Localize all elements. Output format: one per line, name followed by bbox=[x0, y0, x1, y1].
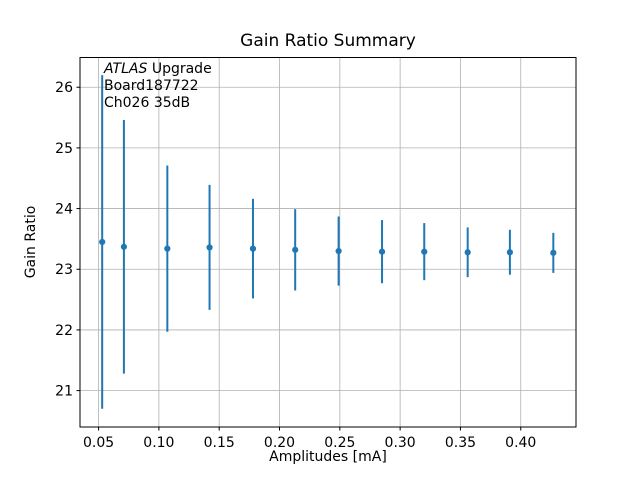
x-axis-label: Amplitudes [mA] bbox=[269, 449, 387, 465]
data-point-marker bbox=[421, 248, 428, 255]
axis-tick-labels: 0.05 0.10 0.15 0.20 0.25 0.30 0.35 0.40 21 22 23 24… bbox=[55, 80, 536, 451]
data-point-marker bbox=[249, 245, 257, 252]
data-point-marker bbox=[164, 245, 171, 252]
data-point-marker bbox=[464, 249, 471, 256]
annotation-experiment: ATLAS bbox=[104, 61, 148, 77]
chart-title: Gain Ratio Summary bbox=[240, 31, 416, 51]
annotation-line-2: Board187722 bbox=[104, 78, 199, 94]
x-tick-label: 0.05 bbox=[83, 435, 114, 451]
grid-lines bbox=[80, 57, 576, 427]
annotation-line-1: ATLAS Upgrade bbox=[104, 61, 212, 78]
annotation-upgrade: Upgrade bbox=[147, 61, 212, 77]
x-tick-label: 0.25 bbox=[324, 435, 355, 451]
errorbar-series bbox=[99, 75, 557, 409]
data-point-marker bbox=[99, 238, 106, 246]
data-point-marker bbox=[550, 249, 557, 256]
y-tick-label: 25 bbox=[55, 141, 73, 157]
annotation-line-3: Ch026 35dB bbox=[104, 95, 191, 111]
x-tick-label: 0.40 bbox=[505, 435, 536, 451]
axes-frame bbox=[79, 57, 577, 428]
plot-annotation: ATLAS Upgrade Board187722 Ch026 35dB bbox=[104, 61, 212, 112]
data-point-marker bbox=[335, 247, 342, 255]
data-point-marker bbox=[120, 243, 128, 250]
data-point-marker bbox=[292, 246, 299, 253]
y-axis-label: Gain Ratio bbox=[23, 205, 39, 279]
x-tick-label: 0.20 bbox=[264, 435, 295, 451]
data-point-marker bbox=[206, 244, 213, 251]
x-tick-label: 0.30 bbox=[385, 435, 416, 451]
y-tick-label: 24 bbox=[55, 202, 73, 218]
y-tick-label: 26 bbox=[55, 80, 73, 96]
data-point-marker bbox=[506, 249, 513, 256]
y-tick-label: 21 bbox=[55, 384, 73, 400]
y-tick-label: 22 bbox=[55, 323, 73, 339]
data-point-marker bbox=[378, 248, 386, 255]
x-tick-label: 0.15 bbox=[204, 435, 235, 451]
x-tick-label: 0.10 bbox=[143, 435, 174, 451]
y-tick-label: 23 bbox=[55, 262, 73, 278]
x-tick-label: 0.35 bbox=[445, 435, 476, 451]
axis-ticks bbox=[76, 86, 522, 431]
